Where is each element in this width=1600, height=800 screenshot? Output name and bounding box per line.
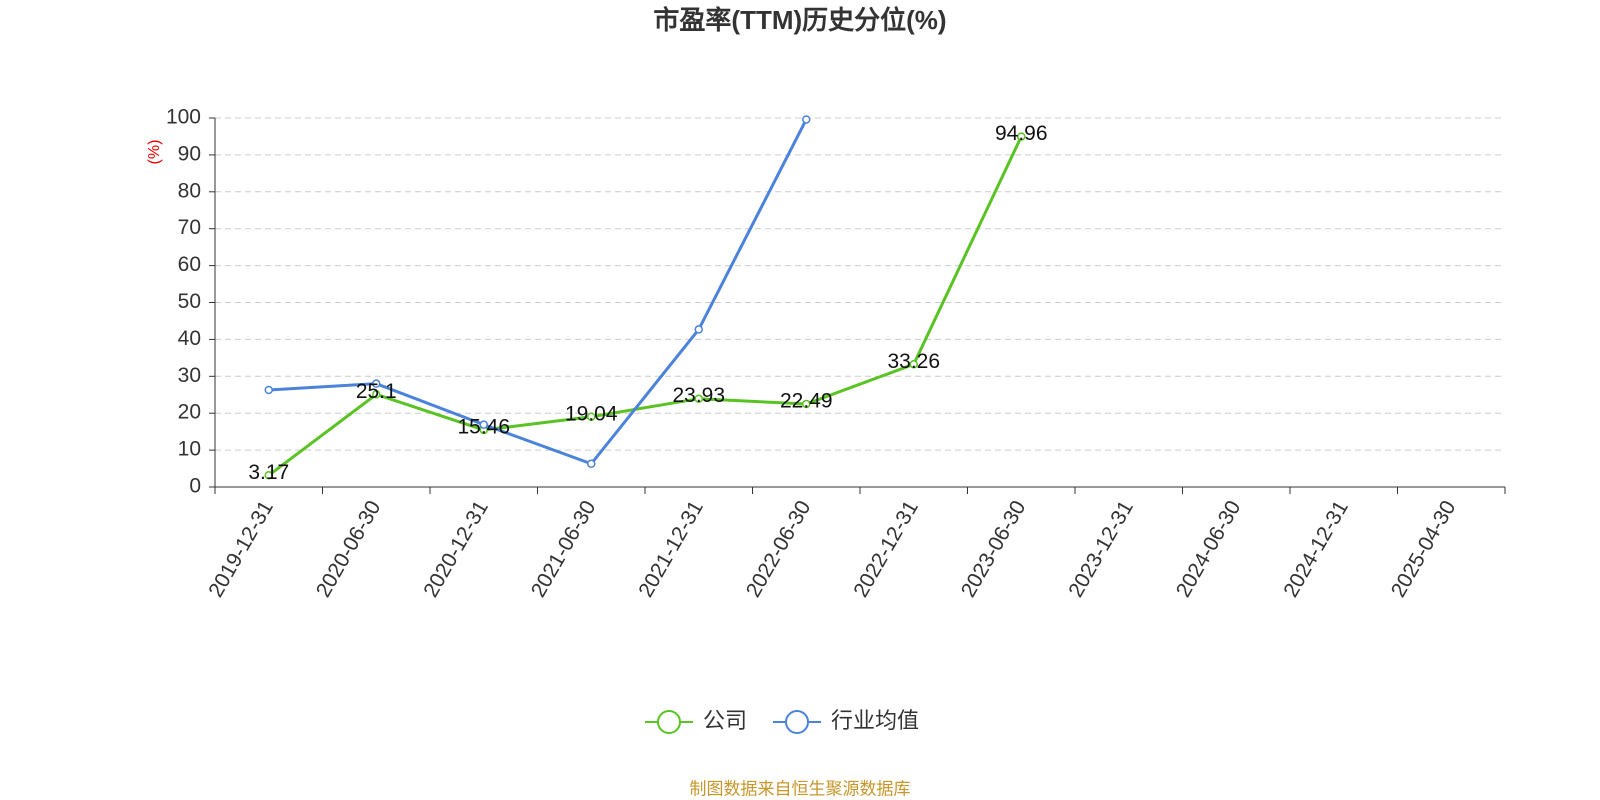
y-axis-label: (%) [146,140,163,165]
series-line [268,118,808,466]
y-tick-label: 10 [178,438,201,461]
x-tick-label: 2020-06-30 [312,497,386,602]
y-tick-label: 20 [178,401,201,424]
data-label: 23.93 [672,384,725,407]
y-tick-label: 100 [166,106,201,129]
y-tick-label: 50 [178,290,201,313]
data-point [694,394,703,403]
x-tick-label: 2025-04-30 [1387,497,1461,602]
data-point [587,412,596,421]
x-tick-label: 2024-06-30 [1172,497,1246,602]
legend-label: 公司 [703,708,747,733]
y-tick-label: 70 [178,216,201,239]
legend-marker [785,710,810,734]
data-point [587,459,596,469]
data-point [264,471,273,480]
x-tick-label: 2023-12-31 [1064,497,1138,602]
y-tick-label: 0 [189,475,201,498]
data-label: 22.49 [780,390,833,413]
chart-title: 市盈率(TTM)历史分位(%) [653,5,946,35]
data-label: 15.46 [457,415,510,438]
data-label: 19.04 [565,402,618,425]
data-point [264,385,273,395]
y-tick-label: 80 [178,179,201,202]
legend-marker [657,710,681,734]
x-tick-label: 2022-06-30 [742,497,816,602]
x-tick-label: 2019-12-31 [204,497,278,602]
data-point [479,420,488,429]
data-label: 25.1 [356,380,397,403]
data-point [372,390,381,399]
data-point [1017,132,1026,141]
data-point [372,379,381,388]
data-point [802,399,811,409]
data-point [694,325,703,334]
y-tick-label: 30 [178,364,201,387]
legend-label: 行业均值 [831,708,919,733]
source-note: 制图数据来自恒生聚源数据库 [690,779,911,798]
data-point [802,115,811,124]
x-tick-label: 2020-12-31 [419,497,493,602]
x-tick-label: 2021-12-31 [634,497,708,602]
data-label: 3.17 [248,461,289,484]
x-tick-label: 2021-06-30 [527,497,601,602]
x-tick-label: 2022-12-31 [849,497,923,602]
x-tick-label: 2024-12-31 [1279,497,1353,602]
series-line [267,135,1023,477]
data-label: 33.26 [887,350,940,373]
y-tick-label: 60 [178,253,201,276]
x-tick-label: 2023-06-30 [957,497,1031,602]
y-tick-label: 90 [178,142,201,165]
data-point [909,360,918,369]
y-tick-label: 40 [178,327,201,350]
data-label: 94.96 [995,122,1048,145]
